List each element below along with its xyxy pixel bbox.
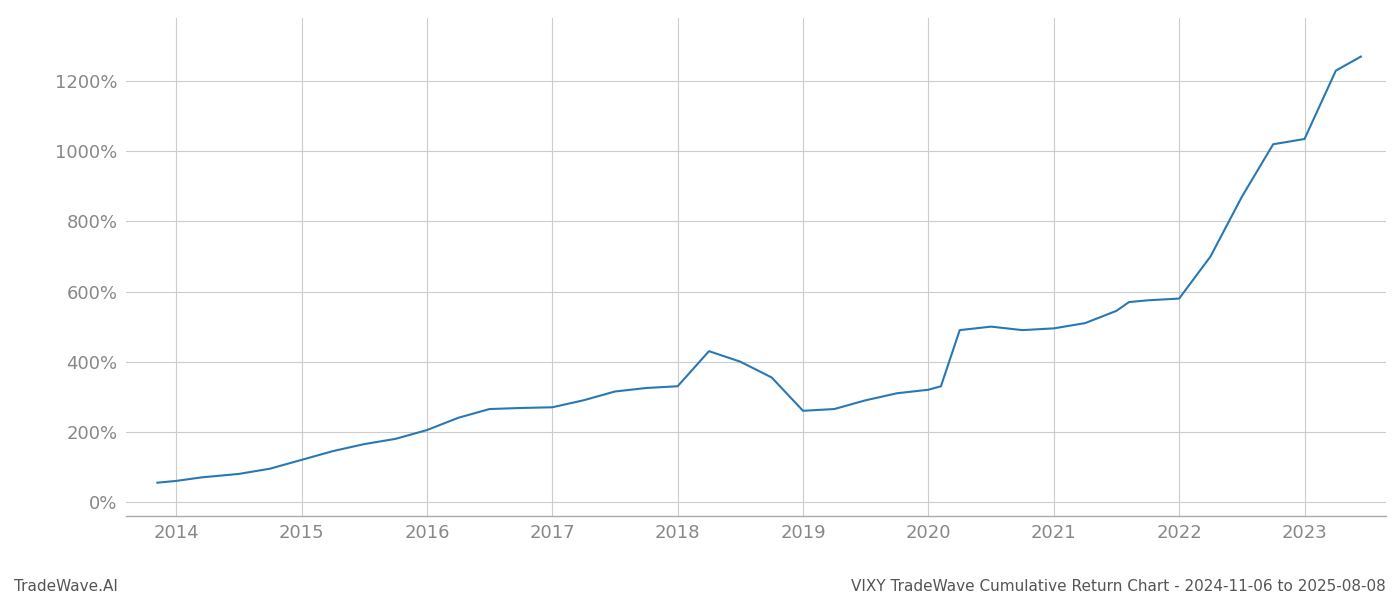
Text: TradeWave.AI: TradeWave.AI <box>14 579 118 594</box>
Text: VIXY TradeWave Cumulative Return Chart - 2024-11-06 to 2025-08-08: VIXY TradeWave Cumulative Return Chart -… <box>851 579 1386 594</box>
